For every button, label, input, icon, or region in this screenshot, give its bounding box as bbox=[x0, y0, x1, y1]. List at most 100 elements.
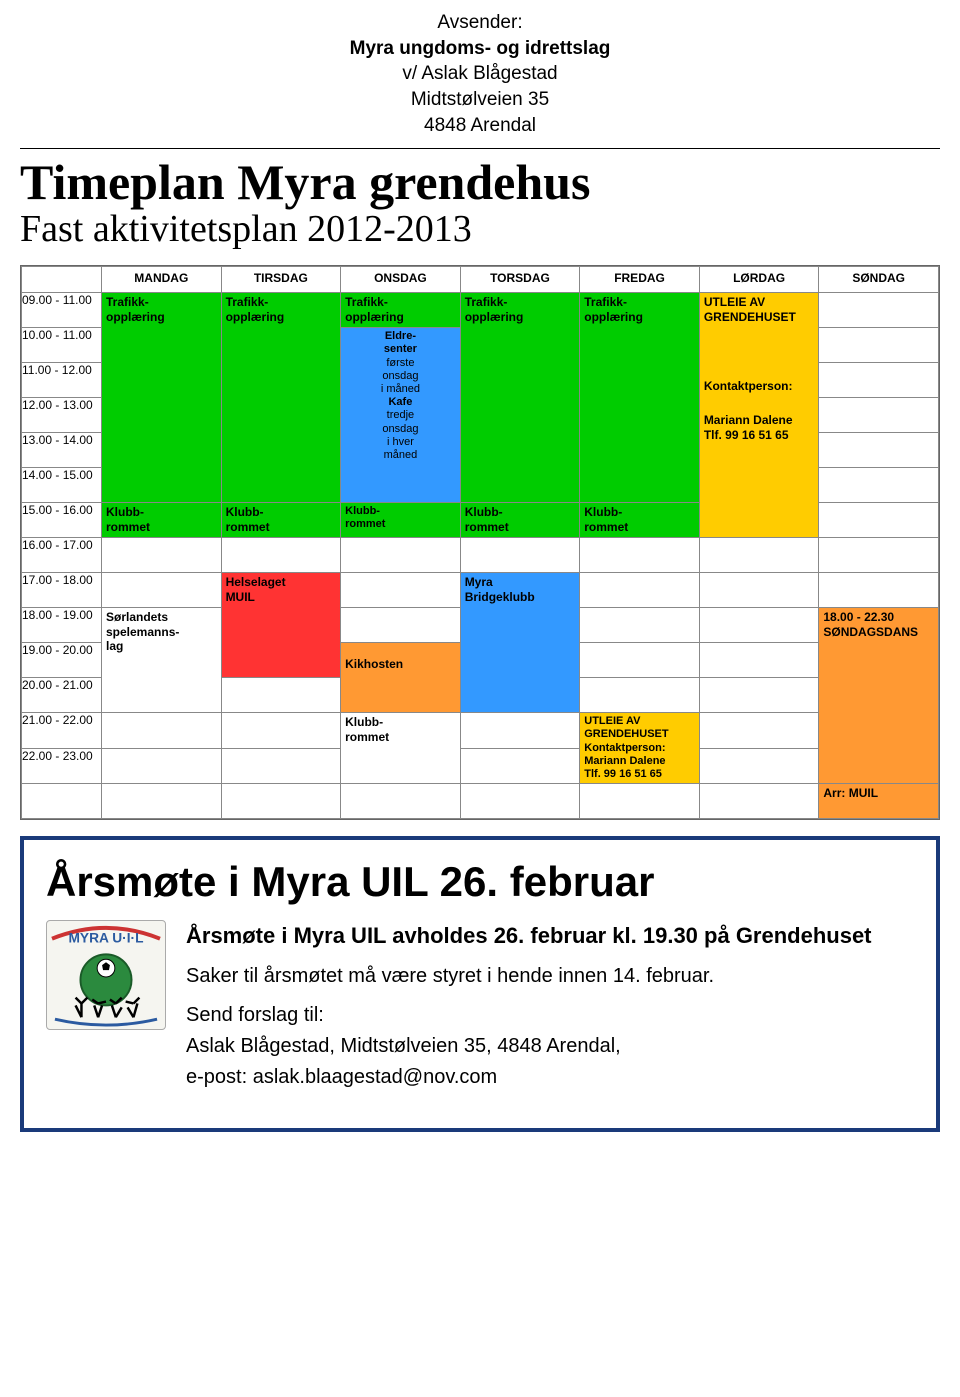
cell-empty bbox=[102, 713, 222, 748]
cell-text: førsteonsdagi måned bbox=[345, 357, 456, 397]
cell-empty bbox=[341, 784, 461, 819]
table-row: 09.00 - 11.00 Trafikk-opplæring Trafikk-… bbox=[22, 293, 939, 328]
table-row: 17.00 - 18.00 HelselagetMUIL MyraBridgek… bbox=[22, 573, 939, 608]
cell-empty bbox=[699, 784, 819, 819]
cell-text: Klubb-rommet bbox=[222, 503, 341, 537]
cell-empty bbox=[580, 784, 700, 819]
cell-trafikk-onsdag: Trafikk-opplæring bbox=[341, 293, 461, 328]
day-header: LØRDAG bbox=[699, 267, 819, 293]
day-header: TIRSDAG bbox=[221, 267, 341, 293]
cell-empty bbox=[819, 398, 939, 433]
cell-text: UTLEIE AVGRENDEHUSET bbox=[704, 295, 815, 324]
cell-empty bbox=[221, 713, 341, 748]
table-row: 16.00 - 17.00 bbox=[22, 538, 939, 573]
cell-text: Klubb-rommet bbox=[102, 503, 221, 537]
cell-text: Sørlandetsspelemanns-lag bbox=[102, 608, 221, 712]
cell-sondagsdans: 18.00 - 22.30SØNDAGSDANS bbox=[819, 608, 939, 784]
club-logo-icon: MYRA U·I·L bbox=[47, 921, 165, 1029]
club-logo: MYRA U·I·L bbox=[46, 920, 166, 1030]
cell-empty bbox=[221, 748, 341, 783]
notice-body: MYRA U·I·L Årsmøte i Myra UIL avholdes 2… bbox=[46, 920, 914, 1102]
cell-empty bbox=[580, 538, 700, 573]
cell-empty bbox=[221, 678, 341, 713]
cell-eldresenter: Eldre-senter førsteonsdagi måned Kafe tr… bbox=[341, 328, 461, 503]
day-header: ONSDAG bbox=[341, 267, 461, 293]
cell-empty bbox=[819, 328, 939, 363]
cell-empty bbox=[102, 538, 222, 573]
cell-empty bbox=[699, 608, 819, 643]
time-label: 12.00 - 13.00 bbox=[22, 398, 102, 433]
cell-kikhosten: Kikhosten bbox=[341, 643, 461, 713]
day-header: SØNDAG bbox=[819, 267, 939, 293]
cell-trafikk-mandag: Trafikk-opplæring bbox=[102, 293, 222, 503]
day-header: MANDAG bbox=[102, 267, 222, 293]
cell-klubb-man: Klubb-rommet bbox=[102, 503, 222, 538]
cell-text: Klubb-rommet bbox=[341, 503, 460, 537]
cell-empty bbox=[221, 538, 341, 573]
cell-empty bbox=[341, 538, 461, 573]
day-header: FREDAG bbox=[580, 267, 700, 293]
table-row: 22.00 - 23.00 bbox=[22, 748, 939, 783]
notice-line: e-post: aslak.blaagestad@nov.com bbox=[186, 1063, 914, 1092]
cell-text: Mariann DaleneTlf. 99 16 51 65 bbox=[704, 413, 815, 442]
table-row: Arr: MUIL bbox=[22, 784, 939, 819]
sender-block: Avsender: Myra ungdoms- og idrettslag v/… bbox=[20, 10, 940, 138]
time-label: 13.00 - 14.00 bbox=[22, 433, 102, 468]
cell-text: Trafikk-opplæring bbox=[341, 293, 460, 327]
cell-trafikk-tirsdag: Trafikk-opplæring bbox=[221, 293, 341, 503]
notice-text: Årsmøte i Myra UIL avholdes 26. februar … bbox=[186, 920, 914, 1102]
cell-arr-muil: Arr: MUIL bbox=[819, 784, 939, 819]
cell-text: Eldre-senter bbox=[345, 330, 456, 356]
time-label: 11.00 - 12.00 bbox=[22, 363, 102, 398]
cell-empty bbox=[819, 503, 939, 538]
cell-klubb-fre: Klubb-rommet bbox=[580, 503, 700, 538]
cell-text: Trafikk-opplæring bbox=[102, 293, 221, 502]
cell-text: HelselagetMUIL bbox=[222, 573, 341, 677]
cell-empty bbox=[699, 678, 819, 713]
cell-empty bbox=[699, 713, 819, 748]
cell-empty bbox=[580, 678, 700, 713]
cell-empty bbox=[580, 608, 700, 643]
cell-trafikk-fredag: Trafikk-opplæring bbox=[580, 293, 700, 503]
cell-text: Klubb-rommet bbox=[461, 503, 580, 537]
cell-empty bbox=[460, 713, 580, 748]
cell-text: Kafe bbox=[345, 396, 456, 409]
cell-helselaget: HelselagetMUIL bbox=[221, 573, 341, 678]
notice-line: Saker til årsmøtet må være styret i hend… bbox=[186, 962, 914, 991]
cell-utleie-fre: UTLEIE AVGRENDEHUSET Kontaktperson:Maria… bbox=[580, 713, 700, 784]
cell-empty bbox=[22, 784, 102, 819]
time-label: 20.00 - 21.00 bbox=[22, 678, 102, 713]
sender-street: Midtstølveien 35 bbox=[20, 87, 940, 113]
cell-empty bbox=[819, 573, 939, 608]
notice-heading: Årsmøte i Myra UIL avholdes 26. februar … bbox=[186, 920, 914, 952]
cell-empty bbox=[699, 538, 819, 573]
time-label: 15.00 - 16.00 bbox=[22, 503, 102, 538]
cell-empty bbox=[341, 573, 461, 608]
sender-org: Myra ungdoms- og idrettslag bbox=[20, 36, 940, 62]
cell-text: Kikhosten bbox=[341, 643, 460, 712]
time-label: 14.00 - 15.00 bbox=[22, 468, 102, 503]
time-label: 18.00 - 19.00 bbox=[22, 608, 102, 643]
cell-empty bbox=[460, 748, 580, 783]
cell-text: Trafikk-opplæring bbox=[222, 293, 341, 502]
cell-text: Klubb-rommet bbox=[580, 503, 699, 537]
cell-text: Trafikk-opplæring bbox=[580, 293, 699, 502]
day-header: TORSDAG bbox=[460, 267, 580, 293]
cell-klubb-ons: Klubb-rommet bbox=[341, 503, 461, 538]
cell-text: Kontaktperson: bbox=[704, 379, 815, 393]
cell-klubb-tir: Klubb-rommet bbox=[221, 503, 341, 538]
cell-empty bbox=[819, 433, 939, 468]
cell-empty bbox=[221, 784, 341, 819]
cell-text: Arr: MUIL bbox=[819, 784, 938, 818]
cell-empty bbox=[819, 363, 939, 398]
cell-empty bbox=[580, 643, 700, 678]
cell-bridge: MyraBridgeklubb bbox=[460, 573, 580, 713]
title-section: Timeplan Myra grendehus Fast aktivitetsp… bbox=[20, 148, 940, 251]
cell-klubb-ons-eve: Klubb-rommet bbox=[341, 713, 461, 784]
time-label: 10.00 - 11.00 bbox=[22, 328, 102, 363]
cell-empty bbox=[819, 538, 939, 573]
cell-text: tredjeonsdagi hvermåned bbox=[345, 409, 456, 462]
page-title: Timeplan Myra grendehus bbox=[20, 153, 940, 211]
cell-trafikk-torsdag: Trafikk-opplæring bbox=[460, 293, 580, 503]
cell-klubb-tor: Klubb-rommet bbox=[460, 503, 580, 538]
